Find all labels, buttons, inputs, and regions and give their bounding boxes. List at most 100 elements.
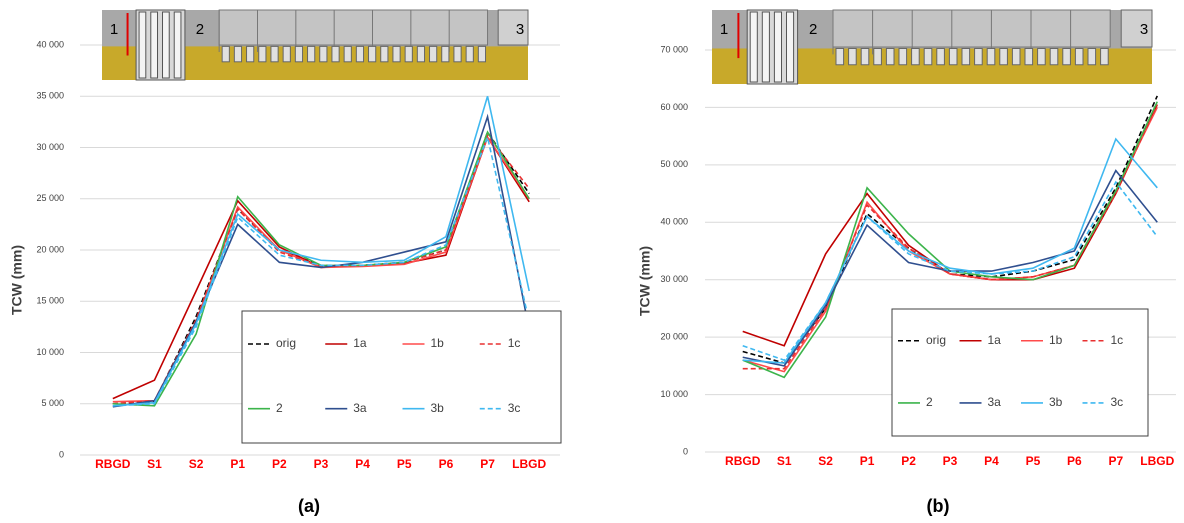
x-tick-label: RBGD bbox=[725, 454, 761, 468]
inset-unit bbox=[1025, 48, 1033, 64]
inset-unit bbox=[222, 46, 229, 61]
inset-unit bbox=[1050, 48, 1058, 64]
y-tick-label: 25 000 bbox=[36, 193, 64, 203]
inset-unit bbox=[320, 46, 327, 61]
inset-pier bbox=[139, 12, 146, 78]
y-tick-label: 0 bbox=[683, 446, 688, 456]
inset-unit bbox=[381, 46, 388, 61]
inset-unit bbox=[405, 46, 412, 61]
y-tick-label: 30 000 bbox=[660, 274, 688, 284]
inset-unit bbox=[899, 48, 907, 64]
y-axis-title: TCW (mm) bbox=[637, 246, 653, 316]
inset-unit bbox=[836, 48, 844, 64]
legend-box bbox=[892, 309, 1148, 436]
caption: (b) bbox=[927, 496, 950, 516]
inset-unit bbox=[344, 46, 351, 61]
inset-unit bbox=[234, 46, 241, 61]
inset-unit bbox=[1000, 48, 1008, 64]
inset-unit bbox=[849, 48, 857, 64]
inset-powerhouse bbox=[833, 10, 1110, 47]
x-tick-label: LBGD bbox=[1140, 454, 1174, 468]
y-tick-label: 40 000 bbox=[660, 217, 688, 227]
inset-unit bbox=[454, 46, 461, 61]
inset-unit bbox=[1101, 48, 1109, 64]
y-tick-label: 60 000 bbox=[660, 102, 688, 112]
inset-unit bbox=[295, 46, 302, 61]
inset-label: 1 bbox=[720, 21, 728, 38]
inset-unit bbox=[369, 46, 376, 61]
inset-pier bbox=[787, 12, 794, 82]
x-tick-label: P2 bbox=[272, 457, 287, 471]
x-tick-label: P4 bbox=[355, 457, 370, 471]
legend-label: 3a bbox=[353, 401, 367, 415]
legend-label: 3a bbox=[988, 395, 1002, 409]
x-tick-label: P1 bbox=[230, 457, 245, 471]
legend-label: orig bbox=[276, 336, 296, 350]
y-tick-label: 15 000 bbox=[36, 296, 64, 306]
inset-unit bbox=[271, 46, 278, 61]
inset-unit bbox=[937, 48, 945, 64]
x-tick-label: RBGD bbox=[95, 457, 131, 471]
inset-unit bbox=[874, 48, 882, 64]
y-axis-title: TCW (mm) bbox=[9, 245, 25, 315]
y-tick-label: 30 000 bbox=[36, 142, 64, 152]
inset-unit bbox=[861, 48, 869, 64]
inset-label: 1 bbox=[110, 21, 118, 38]
inset-unit bbox=[886, 48, 894, 64]
legend-label: 1b bbox=[1049, 333, 1063, 347]
inset-unit bbox=[442, 46, 449, 61]
legend-label: 1b bbox=[431, 336, 445, 350]
inset-unit bbox=[912, 48, 920, 64]
x-tick-label: P7 bbox=[480, 457, 495, 471]
y-tick-label: 70 000 bbox=[660, 44, 688, 54]
x-tick-label: P3 bbox=[943, 454, 958, 468]
legend-label: orig bbox=[926, 333, 946, 347]
inset-unit bbox=[962, 48, 970, 64]
x-tick-label: LBGD bbox=[512, 457, 546, 471]
inset-unit bbox=[478, 46, 485, 61]
inset-pier bbox=[750, 12, 757, 82]
legend-label: 1a bbox=[353, 336, 367, 350]
inset-label: 3 bbox=[516, 21, 524, 38]
inset-unit bbox=[1075, 48, 1083, 64]
inset-unit bbox=[466, 46, 473, 61]
inset-powerhouse bbox=[219, 10, 487, 45]
inset-unit bbox=[393, 46, 400, 61]
inset-unit bbox=[259, 46, 266, 61]
inset-unit bbox=[332, 46, 339, 61]
inset-unit bbox=[987, 48, 995, 64]
inset-unit bbox=[1063, 48, 1071, 64]
legend-label: 2 bbox=[276, 401, 283, 415]
caption: (a) bbox=[298, 496, 320, 516]
x-tick-label: S2 bbox=[189, 457, 204, 471]
y-tick-label: 10 000 bbox=[36, 347, 64, 357]
inset-unit bbox=[1012, 48, 1020, 64]
legend-box bbox=[242, 311, 561, 443]
inset-pier bbox=[762, 12, 769, 82]
x-tick-label: P1 bbox=[860, 454, 875, 468]
y-tick-label: 0 bbox=[59, 449, 64, 459]
inset-unit bbox=[283, 46, 290, 61]
legend-label: 3c bbox=[1111, 395, 1124, 409]
inset-unit bbox=[356, 46, 363, 61]
inset-label: 3 bbox=[1140, 21, 1148, 38]
figure: 05 00010 00015 00020 00025 00030 00035 0… bbox=[0, 0, 1184, 523]
x-tick-label: S1 bbox=[147, 457, 162, 471]
x-tick-label: P7 bbox=[1108, 454, 1123, 468]
inset-unit bbox=[1088, 48, 1096, 64]
x-tick-label: P4 bbox=[984, 454, 999, 468]
legend-label: 3c bbox=[508, 401, 521, 415]
inset-pier bbox=[774, 12, 781, 82]
legend-label: 3b bbox=[431, 401, 445, 415]
inset-unit bbox=[417, 46, 424, 61]
x-tick-label: P5 bbox=[1026, 454, 1041, 468]
inset-unit bbox=[1038, 48, 1046, 64]
y-tick-label: 20 000 bbox=[36, 244, 64, 254]
legend-label: 1c bbox=[1111, 333, 1124, 347]
legend-label: 1a bbox=[988, 333, 1002, 347]
y-tick-label: 35 000 bbox=[36, 91, 64, 101]
x-tick-label: P5 bbox=[397, 457, 412, 471]
inset-unit bbox=[924, 48, 932, 64]
